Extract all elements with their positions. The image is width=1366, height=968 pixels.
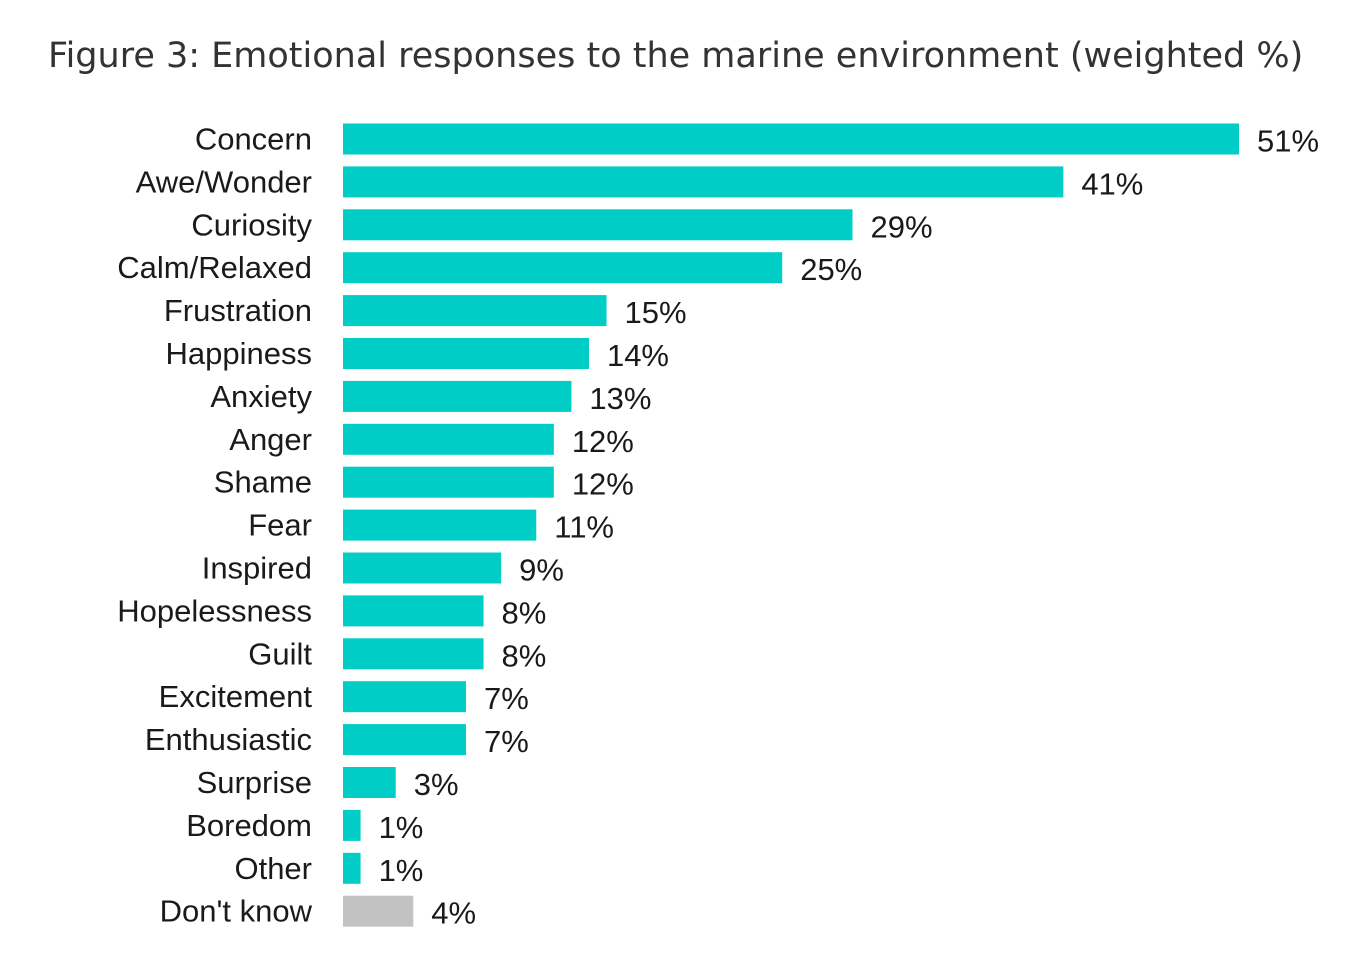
bar-excitement xyxy=(343,681,466,713)
category-label-frustration: Frustration xyxy=(164,293,312,328)
bar-don-t-know xyxy=(343,895,414,927)
category-label-enthusiastic: Enthusiastic xyxy=(145,722,312,757)
bar-shame xyxy=(343,466,554,498)
value-label-curiosity: 29% xyxy=(870,209,932,244)
value-label-other: 1% xyxy=(379,853,424,888)
value-label-enthusiastic: 7% xyxy=(484,724,529,759)
category-label-don-t-know: Don't know xyxy=(160,894,313,929)
bar-hopelessness xyxy=(343,595,484,627)
value-label-boredom: 1% xyxy=(379,810,424,845)
bar-frustration xyxy=(343,295,607,327)
category-label-anxiety: Anxiety xyxy=(210,379,312,414)
value-label-frustration: 15% xyxy=(625,295,687,330)
bar-happiness xyxy=(343,338,589,369)
category-label-awe-wonder: Awe/Wonder xyxy=(136,164,312,199)
value-label-fear: 11% xyxy=(554,510,614,545)
category-label-concern: Concern xyxy=(195,122,312,157)
bar-inspired xyxy=(343,552,502,584)
category-label-fear: Fear xyxy=(248,508,312,543)
value-label-don-t-know: 4% xyxy=(431,896,476,931)
bar-concern xyxy=(343,123,1239,155)
value-label-happiness: 14% xyxy=(607,338,669,373)
value-label-awe-wonder: 41% xyxy=(1081,166,1143,201)
value-label-anger: 12% xyxy=(572,424,634,459)
value-label-anxiety: 13% xyxy=(589,381,651,416)
value-label-excitement: 7% xyxy=(484,681,529,716)
bar-boredom xyxy=(343,809,361,841)
category-label-surprise: Surprise xyxy=(197,765,312,800)
bar-anger xyxy=(343,423,554,455)
bar-calm-relaxed xyxy=(343,252,783,284)
bar-awe-wonder xyxy=(343,166,1064,198)
value-label-inspired: 9% xyxy=(519,553,564,588)
category-label-inspired: Inspired xyxy=(202,551,312,586)
value-label-calm-relaxed: 25% xyxy=(800,252,862,287)
value-label-guilt: 8% xyxy=(502,638,547,673)
bar-fear xyxy=(343,509,537,541)
value-label-hopelessness: 8% xyxy=(502,595,547,630)
category-label-guilt: Guilt xyxy=(248,636,312,671)
value-label-shame: 12% xyxy=(572,467,634,502)
category-label-curiosity: Curiosity xyxy=(191,207,312,242)
bar-enthusiastic xyxy=(343,724,466,756)
category-label-shame: Shame xyxy=(214,465,312,500)
chart-title: Figure 3: Emotional responses to the mar… xyxy=(48,36,1304,76)
category-label-excitement: Excitement xyxy=(159,679,313,714)
category-label-boredom: Boredom xyxy=(186,808,312,843)
value-label-surprise: 3% xyxy=(414,767,459,802)
bar-curiosity xyxy=(343,209,853,241)
bar-surprise xyxy=(343,767,396,798)
bar-other xyxy=(343,852,361,884)
bar-guilt xyxy=(343,638,484,670)
category-label-other: Other xyxy=(234,851,312,886)
category-label-calm-relaxed: Calm/Relaxed xyxy=(117,250,312,285)
bar-anxiety xyxy=(343,380,572,412)
category-label-hopelessness: Hopelessness xyxy=(117,593,312,628)
category-label-happiness: Happiness xyxy=(166,336,312,371)
category-label-anger: Anger xyxy=(229,422,312,457)
value-label-concern: 51% xyxy=(1257,124,1319,159)
